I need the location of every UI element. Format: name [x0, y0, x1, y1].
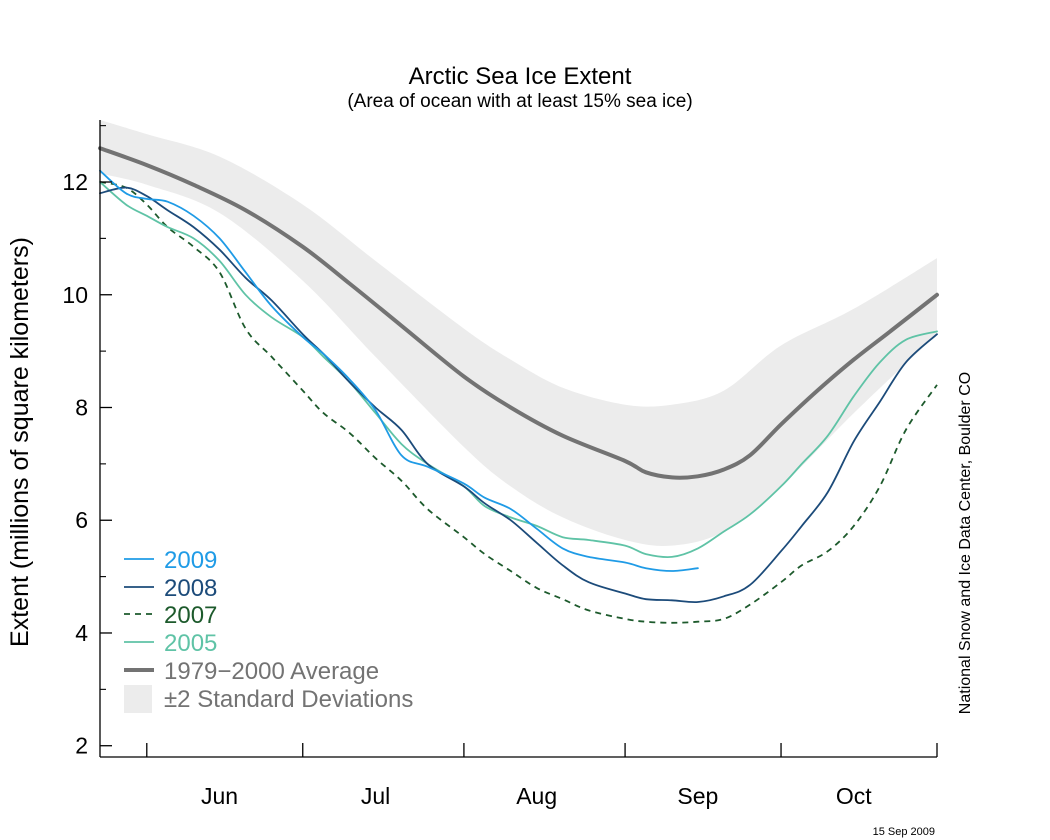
series-line-y2008: [99, 186, 938, 604]
chart-subtitle: (Area of ocean with at least 15% sea ice…: [347, 91, 692, 112]
series-line-y2005: [99, 181, 938, 559]
chart-title: Arctic Sea Ice Extent: [409, 63, 632, 90]
y-tick-label-6: 6: [75, 507, 88, 533]
legend-y2008-label: 2008: [164, 575, 217, 602]
y-tick-label-2: 2: [75, 733, 88, 759]
legend-band-label: ±2 Standard Deviations: [164, 686, 413, 713]
y-tick-label-4: 4: [75, 620, 88, 646]
x-tick-label-jun: Jun: [201, 783, 238, 809]
legend-y2009-label: 2009: [164, 547, 217, 574]
y-tick-label-10: 10: [62, 282, 88, 308]
series-line-average: [98, 146, 939, 480]
series-line-y2009: [99, 169, 699, 572]
legend-y2005-label: 2005: [164, 630, 217, 657]
y-tick-label-12: 12: [62, 169, 88, 195]
legend-y2007-label: 2007: [164, 602, 217, 629]
std-dev-band: [100, 120, 937, 547]
x-tick-label-aug: Aug: [516, 783, 557, 809]
date-stamp: 15 Sep 2009: [873, 826, 935, 838]
axes: 2 4 6 8 10 12 Jun Jul Aug Sep Oct: [62, 120, 938, 809]
x-tick-label-jul: Jul: [361, 783, 390, 809]
credit-text: National Snow and Ice Data Center, Bould…: [957, 372, 974, 714]
legend-band-swatch: [124, 685, 152, 713]
legend-average-label: 1979−2000 Average: [164, 658, 379, 685]
y-axis-label: Extent (millions of square kilometers): [6, 237, 34, 647]
plot-area: [98, 120, 939, 624]
x-tick-label-oct: Oct: [836, 783, 872, 809]
y-tick-label-8: 8: [75, 394, 88, 420]
x-tick-label-sep: Sep: [677, 783, 718, 809]
series-line-y2007: [99, 181, 938, 624]
